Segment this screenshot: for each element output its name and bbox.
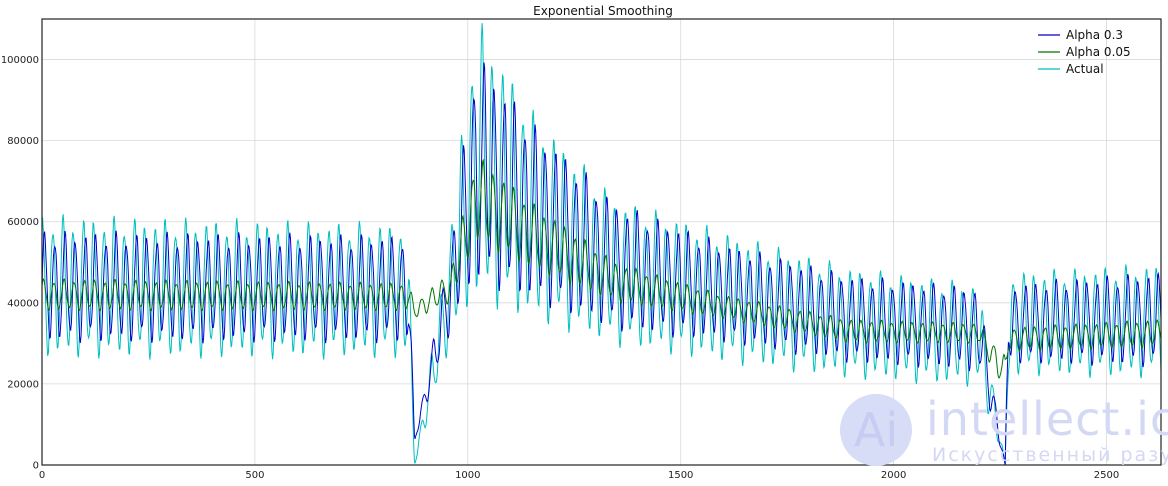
series-line-actual bbox=[42, 23, 1161, 465]
watermark-sub-text: Искусственный разум bbox=[932, 444, 1168, 466]
axis-ticks: 0 500 1000 1500 2000 2500 0 20000 40000 60000 8000… bbox=[1, 55, 1119, 481]
legend-label: Alpha 0.3 bbox=[1066, 28, 1123, 42]
y-tick-label: 20000 bbox=[7, 379, 39, 390]
x-tick-label: 0 bbox=[39, 470, 45, 481]
series-lines bbox=[42, 23, 1161, 465]
watermark-logo-text: Ai bbox=[853, 403, 899, 457]
legend: Alpha 0.3 Alpha 0.05 Actual bbox=[1038, 28, 1131, 76]
y-tick-label: 100000 bbox=[1, 55, 39, 66]
chart-title: Exponential Smoothing bbox=[533, 4, 673, 18]
legend-label: Actual bbox=[1066, 62, 1104, 76]
series-line-alpha-0-3 bbox=[42, 62, 1161, 465]
watermark: Ai intellect.icu Искусственный разум bbox=[838, 392, 1168, 468]
x-tick-label: 1500 bbox=[668, 470, 693, 481]
plot-frame bbox=[41, 18, 1162, 466]
x-tick-label: 1000 bbox=[455, 470, 480, 481]
y-tick-label: 40000 bbox=[7, 298, 39, 309]
x-tick-label: 2000 bbox=[881, 470, 906, 481]
x-tick-label: 2500 bbox=[1094, 470, 1119, 481]
watermark-main-text: intellect.icu bbox=[926, 392, 1168, 446]
legend-label: Alpha 0.05 bbox=[1066, 45, 1131, 59]
y-tick-label: 60000 bbox=[7, 217, 39, 228]
y-tick-label: 0 bbox=[33, 461, 39, 472]
y-tick-label: 80000 bbox=[7, 136, 39, 147]
watermark-logo: Ai bbox=[840, 394, 912, 466]
x-tick-label: 500 bbox=[245, 470, 264, 481]
series-line-alpha-0-05 bbox=[42, 158, 1161, 379]
